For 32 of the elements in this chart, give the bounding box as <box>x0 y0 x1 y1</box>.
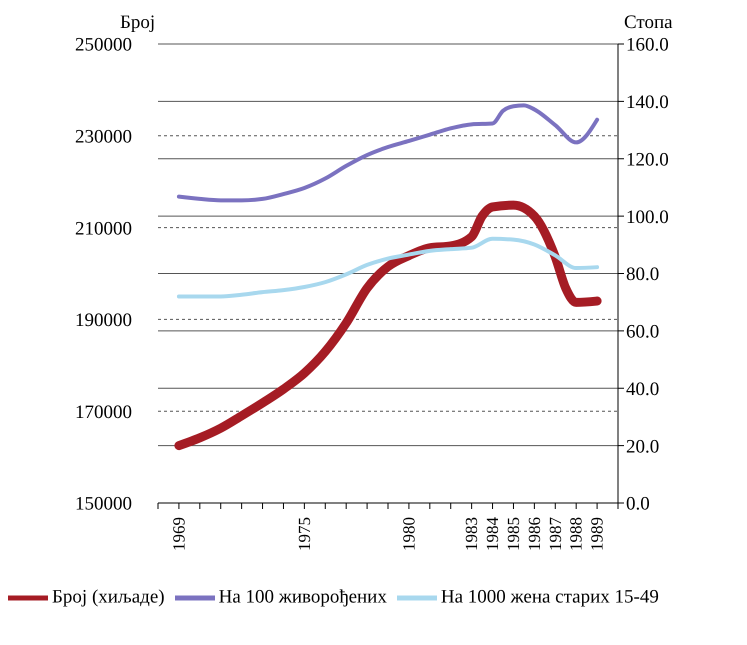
x-tick-label: 1984 <box>483 516 502 551</box>
y2-tick-label: 120.0 <box>626 149 669 170</box>
x-tick-label: 1983 <box>462 517 482 551</box>
legend-label: На 1000 жена старих 15-49 <box>440 586 659 608</box>
y2-axis-title: Стопа <box>624 12 673 34</box>
y2-tick-label: 80.0 <box>626 264 660 286</box>
y2-tick-label: 60.0 <box>626 322 660 343</box>
y-tick-label: 170000 <box>75 402 132 423</box>
y-tick-label: 210000 <box>75 218 132 240</box>
x-tick-label: 1987 <box>546 516 565 551</box>
y2-tick-label: 100.0 <box>626 206 669 228</box>
x-tick-label: 1986 <box>524 517 544 551</box>
x-tick-label: 1975 <box>294 517 314 551</box>
x-tick-label: 1985 <box>504 517 523 551</box>
y2-tick-label: 0.0 <box>626 494 650 515</box>
x-tick-label: 1969 <box>169 517 188 551</box>
x-tick-label: 1989 <box>588 517 607 551</box>
line-series <box>176 103 600 202</box>
y-axis-title: Број <box>120 12 156 34</box>
y-tick-label: 190000 <box>75 310 132 332</box>
legend-label: Број (хиљаде) <box>52 586 165 608</box>
y-tick-label: 230000 <box>75 126 132 148</box>
y2-tick-label: 160.0 <box>626 34 669 56</box>
y2-tick-label: 20.0 <box>626 436 660 458</box>
x-tick-label: 1988 <box>566 517 586 551</box>
legend-label: На 100 живорођених <box>218 586 387 608</box>
y-tick-label: 250000 <box>75 34 132 56</box>
y2-tick-label: 40.0 <box>626 378 660 400</box>
y2-tick-label: 140.0 <box>626 92 669 114</box>
x-tick-label: 1980 <box>399 517 418 551</box>
y-tick-label: 150000 <box>75 494 132 515</box>
line-series <box>176 236 600 298</box>
